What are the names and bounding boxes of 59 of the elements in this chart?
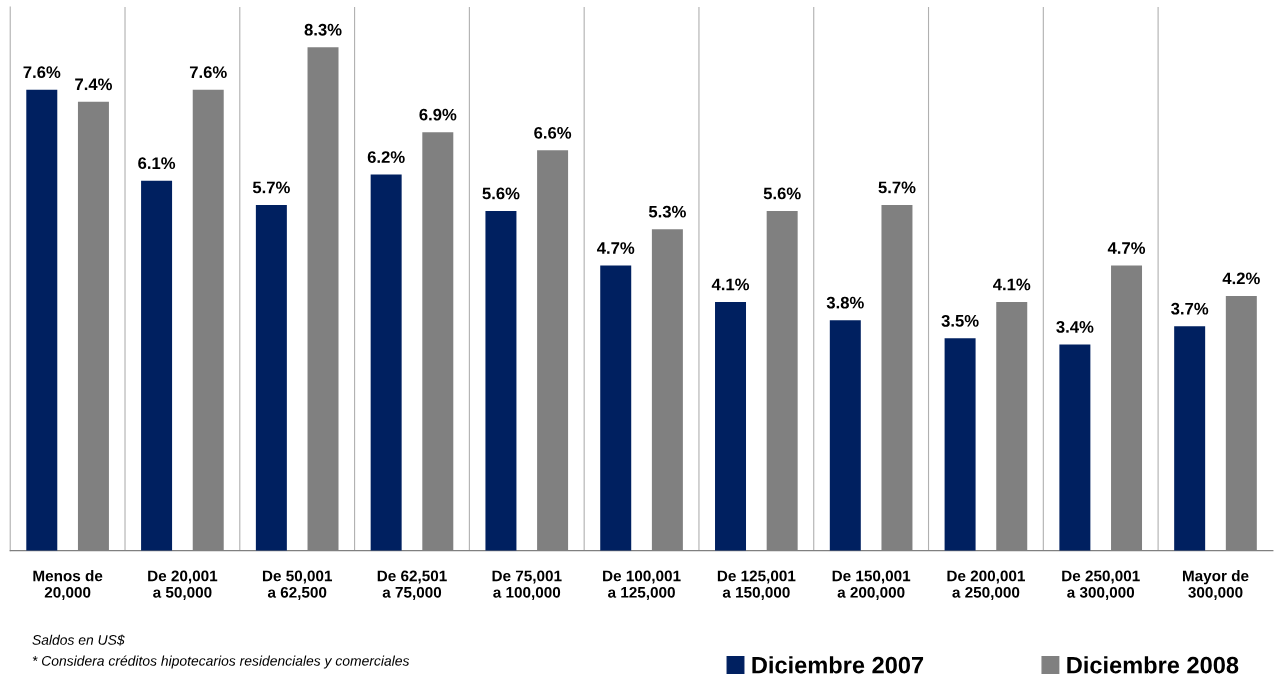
bar xyxy=(1225,295,1257,551)
data-label: 5.3% xyxy=(648,205,686,218)
data-label: 5.7% xyxy=(252,181,290,194)
x-tick-label: Mayor de 300,000 xyxy=(1182,570,1249,600)
x-tick-label: Menos de 20,000 xyxy=(33,570,103,600)
bar xyxy=(307,47,339,551)
data-label: 6.6% xyxy=(534,126,572,139)
data-label: 3.5% xyxy=(941,314,979,327)
bar xyxy=(192,89,224,551)
bar xyxy=(651,229,683,551)
x-tick-label: De 20,001 a 50,000 xyxy=(148,570,218,600)
data-label: 5.6% xyxy=(482,187,520,200)
x-tick-label: De 150,001 a 200,000 xyxy=(832,570,911,600)
x-tick-label: De 50,001 a 62,500 xyxy=(262,570,333,600)
data-label: 4.7% xyxy=(596,242,635,254)
x-tick-label: De 62,501 a 75,000 xyxy=(377,570,447,600)
bar xyxy=(829,320,861,551)
bar xyxy=(600,265,632,551)
bar xyxy=(944,338,976,551)
legend-label: Diciembre 2008 xyxy=(1067,656,1239,674)
data-label: 7.4% xyxy=(75,78,112,91)
data-label: 3.8% xyxy=(826,296,864,309)
bar xyxy=(1174,326,1206,551)
data-label: 4.2% xyxy=(1222,272,1260,285)
data-label: 7.6% xyxy=(23,66,61,79)
x-tick-label: De 250,001 a 300,000 xyxy=(1062,570,1140,600)
bar xyxy=(141,180,173,551)
x-tick-label: De 75,001 a 100,000 xyxy=(492,570,562,600)
bar xyxy=(715,301,747,551)
data-label: 3.4% xyxy=(1056,320,1094,333)
data-label: 6.9% xyxy=(419,108,457,121)
bar xyxy=(422,132,454,551)
data-label: 7.6% xyxy=(189,66,227,79)
data-label: 8.3% xyxy=(304,23,342,36)
x-tick-label: De 125,001 a 150,000 xyxy=(717,570,796,600)
data-label: 6.1% xyxy=(138,157,176,170)
bar xyxy=(881,204,913,551)
text: * Considera créditos hipotecarios residenciales y comerciales xyxy=(32,655,410,669)
bar xyxy=(26,89,58,551)
data-label: 4.7% xyxy=(1107,242,1146,254)
data-label: 6.2% xyxy=(367,151,405,163)
data-label: 4.1% xyxy=(711,278,750,291)
data-label: 5.7% xyxy=(878,181,916,194)
bar xyxy=(255,204,287,551)
text: Saldos en US$ xyxy=(32,634,125,646)
bar xyxy=(370,174,402,551)
bar xyxy=(766,210,798,551)
data-label: 5.6% xyxy=(763,187,801,200)
data-label: 4.1% xyxy=(993,278,1031,291)
bar xyxy=(1059,344,1091,551)
data-label: 3.7% xyxy=(1171,302,1209,315)
x-tick-label: De 100,001 a 125,000 xyxy=(603,570,681,600)
legend-label: Diciembre 2007 xyxy=(752,656,924,674)
bar xyxy=(77,101,109,551)
bar xyxy=(996,301,1028,551)
bar xyxy=(537,150,569,551)
bar xyxy=(1111,265,1143,551)
x-tick-label: De 200,001 a 250,000 xyxy=(947,570,1025,600)
bar xyxy=(485,210,517,551)
